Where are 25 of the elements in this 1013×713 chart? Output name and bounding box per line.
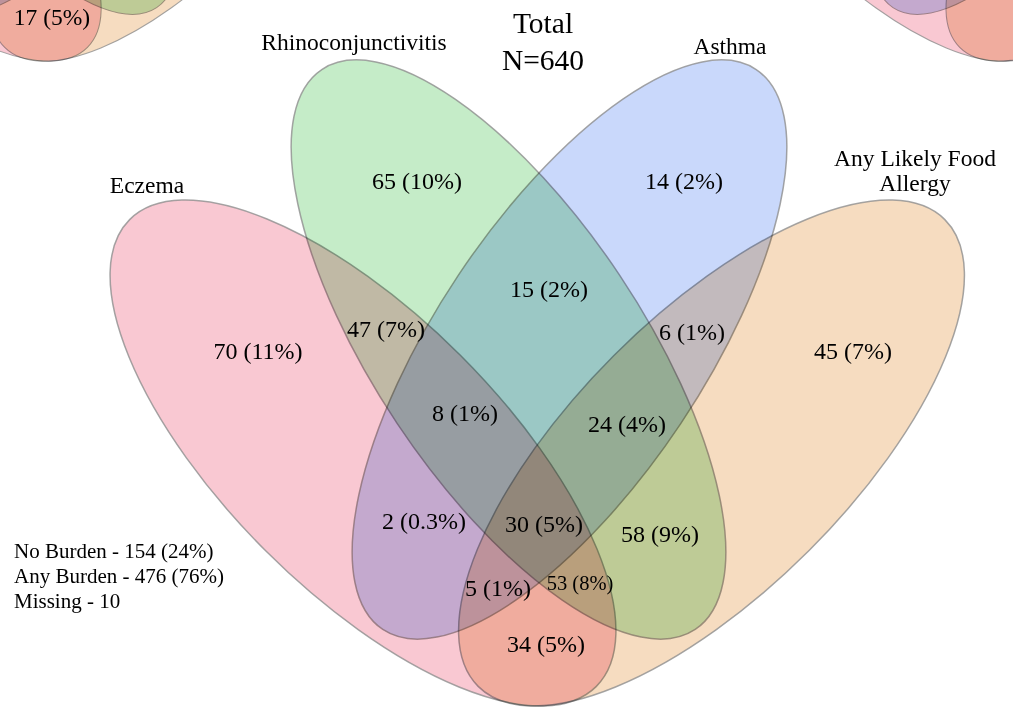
text: 2 (0.3%) xyxy=(382,507,466,534)
text: 34 (5%) xyxy=(507,630,585,657)
text: 17 (5%) xyxy=(13,4,91,31)
text: 58 (9%) xyxy=(621,520,699,547)
text: 30 (5%) xyxy=(505,510,583,537)
data-label: 14 (2%) xyxy=(645,167,723,194)
category-label: Asthma xyxy=(693,32,767,59)
text: 8 (1%) xyxy=(432,399,498,426)
category-label: Any Likely Food Allergy xyxy=(834,145,996,196)
text: 15 (2%) xyxy=(510,275,588,302)
text: Missing - 10 xyxy=(14,589,121,614)
text: No Burden - 154 (24%) xyxy=(14,539,214,564)
text: Any Burden - 476 (76%) xyxy=(14,564,224,589)
category-label: Rhinoconjunctivitis xyxy=(261,28,447,55)
data-label: 70 (11%) xyxy=(213,337,303,364)
text: N=640 xyxy=(501,44,585,77)
data-label: 65 (10%) xyxy=(372,167,462,194)
text: Total xyxy=(512,7,574,40)
text: 24 (4%) xyxy=(588,410,666,437)
text: 5 (1%) xyxy=(465,574,531,601)
text: 47 (7%) xyxy=(347,315,425,342)
category-label: Eczema xyxy=(109,171,185,198)
data-label: 45 (7%) xyxy=(814,337,892,364)
text: 53 (8%) xyxy=(546,572,614,596)
text: 6 (1%) xyxy=(659,318,725,345)
